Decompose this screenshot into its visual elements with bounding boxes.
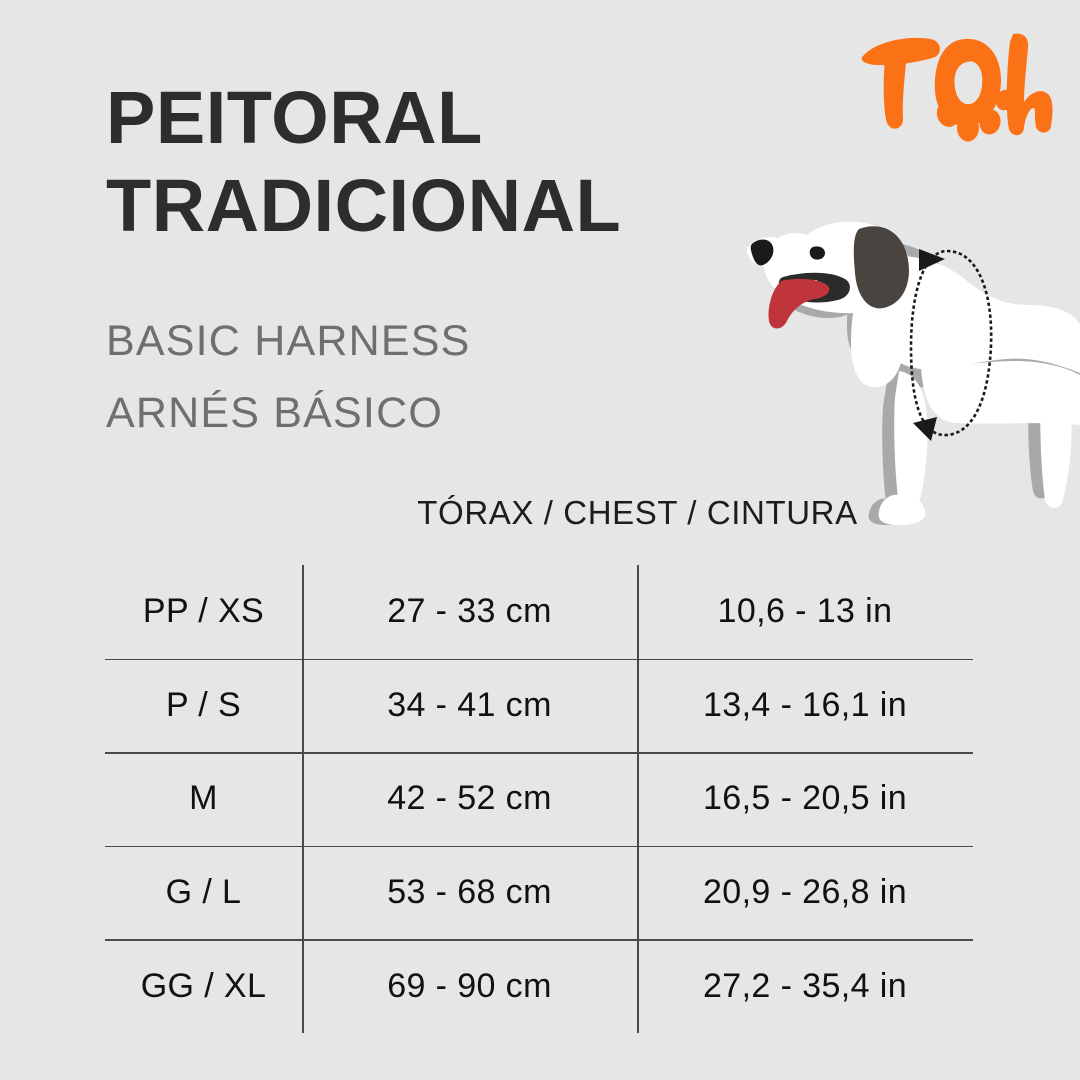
table-cell-in: 27,2 - 35,4 in <box>702 966 908 1005</box>
table-horizontal-rule <box>105 658 973 660</box>
dog-tongue <box>768 278 830 329</box>
dog-side-view-icon <box>746 221 1080 525</box>
table-row: G / L 53 - 68 cm 20,9 - 26,8 in <box>105 846 973 940</box>
table-cell-size: PP / XS <box>142 592 265 631</box>
table-cell-in: 13,4 - 16,1 in <box>702 685 908 724</box>
chest-measure-loop <box>909 249 993 437</box>
toh-logo <box>855 22 1055 147</box>
measure-arrow-bottom <box>913 417 937 441</box>
title-line-1: PEITORAL <box>106 76 483 159</box>
subtitle-line-es: ARNÉS BÁSICO <box>106 389 443 437</box>
table-horizontal-rule <box>105 845 973 848</box>
table-cell-size: G / L <box>165 873 242 912</box>
table-cell-in: 16,5 - 20,5 in <box>702 779 908 818</box>
table-horizontal-rule <box>105 752 973 754</box>
size-table: PP / XS 27 - 33 cm 10,6 - 13 in P / S 34 - 4… <box>105 565 973 1033</box>
toh-logo-icon <box>861 33 1053 142</box>
table-cell-cm: 53 - 68 cm <box>387 873 552 912</box>
table-cell-in: 20,9 - 26,8 in <box>702 873 908 912</box>
table-cell-size: M <box>189 779 218 818</box>
chest-column-header: TÓRAX / CHEST / CINTURA <box>417 494 858 531</box>
dog-ear <box>853 226 909 309</box>
table-row: M 42 - 52 cm 16,5 - 20,5 in <box>105 752 973 846</box>
page-subtitle: BASIC HARNESS ARNÉS BÁSICO <box>106 305 746 449</box>
table-row: P / S 34 - 41 cm 13,4 - 16,1 in <box>105 659 973 753</box>
table-row: GG / XL 69 - 90 cm 27,2 - 35,4 in <box>105 939 973 1033</box>
table-vertical-rule-2 <box>637 565 639 1033</box>
table-cell-cm: 69 - 90 cm <box>387 966 552 1005</box>
dog-eye <box>809 246 825 260</box>
table-cell-size: GG / XL <box>140 966 267 1005</box>
measure-arrow-top <box>919 249 945 271</box>
table-horizontal-rule <box>105 939 973 941</box>
table-cell-size: P / S <box>165 685 242 724</box>
table-cell-cm: 34 - 41 cm <box>387 685 552 724</box>
table-cell-in: 10,6 - 13 in <box>717 592 893 631</box>
page-title: PEITORAL TRADICIONAL <box>106 74 746 250</box>
table-cell-cm: 42 - 52 cm <box>387 779 552 818</box>
table-vertical-rule-1 <box>302 565 304 1033</box>
dog-illustration <box>735 185 1080 530</box>
subtitle-line-en: BASIC HARNESS <box>106 317 471 365</box>
table-row: PP / XS 27 - 33 cm 10,6 - 13 in <box>105 565 973 659</box>
title-line-2: TRADICIONAL <box>106 164 622 247</box>
dog-nose <box>750 239 774 266</box>
table-cell-cm: 27 - 33 cm <box>387 592 552 631</box>
